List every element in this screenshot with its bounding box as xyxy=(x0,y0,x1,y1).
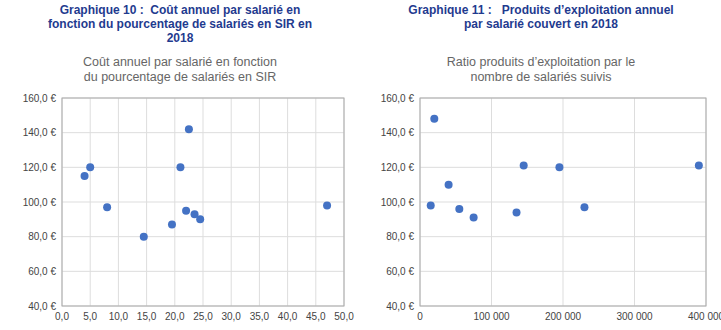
point xyxy=(555,163,563,171)
points xyxy=(427,115,703,222)
x-tick-label: 10,0 xyxy=(109,311,129,322)
y-tick-label: 160,0 € xyxy=(23,93,57,104)
y-tick-label: 160,0 € xyxy=(381,93,415,104)
point xyxy=(103,203,111,211)
y-tick-label: 60,0 € xyxy=(386,266,414,277)
x-tick-label: 20,0 xyxy=(165,311,185,322)
title: Graphique 10 : Coût annuel par salarié e… xyxy=(48,3,312,45)
y-tick-label: 100,0 € xyxy=(23,197,57,208)
point xyxy=(323,201,331,209)
y-tick-label: 140,0 € xyxy=(23,127,57,138)
grid-line xyxy=(118,98,119,306)
y-tick-label: 140,0 € xyxy=(381,127,415,138)
chart: Graphique 10 : Coût annuel par salarié e… xyxy=(23,3,355,322)
point xyxy=(445,181,453,189)
points xyxy=(81,125,332,240)
y-tick-label: 100,0 € xyxy=(381,197,415,208)
grid-line xyxy=(231,98,232,306)
subtitle: Coût annuel par salarié en fonctiondu po… xyxy=(83,55,277,84)
title-line: 2018 xyxy=(167,31,194,45)
grid-line xyxy=(203,98,204,306)
y-tick-label: 80,0 € xyxy=(28,231,56,242)
point xyxy=(168,221,176,229)
grid-line xyxy=(146,98,147,306)
x-tick-label: 50,0 xyxy=(334,311,354,322)
title-line: par salarié couvert en 2018 xyxy=(464,17,618,31)
x-tick-label: 0,0 xyxy=(55,311,69,322)
x-tick-label: 40,0 xyxy=(278,311,298,322)
grid-line xyxy=(634,98,635,306)
point xyxy=(695,162,703,170)
grid xyxy=(62,98,344,306)
point xyxy=(513,208,521,216)
point xyxy=(580,203,588,211)
point xyxy=(86,163,94,171)
subtitle-line: Coût annuel par salarié en fonction xyxy=(83,55,277,69)
x-tick-label: 100 000 xyxy=(473,311,510,322)
grid-line xyxy=(287,98,288,306)
title-line: fonction du pourcentage de salariés en S… xyxy=(48,17,312,31)
plot-frame xyxy=(420,98,706,306)
y-tick-label: 60,0 € xyxy=(28,266,56,277)
title: Graphique 11 : Produits d’exploitation a… xyxy=(408,3,673,31)
point xyxy=(470,214,478,222)
plot-frame xyxy=(62,98,344,306)
title-line: Graphique 11 : Produits d’exploitation a… xyxy=(408,3,673,17)
x-tick-label: 0 xyxy=(417,311,423,322)
point xyxy=(185,125,193,133)
x-tick-label: 200 000 xyxy=(545,311,582,322)
grid-line xyxy=(491,98,492,306)
y-tick-label: 80,0 € xyxy=(386,231,414,242)
grid xyxy=(420,98,706,306)
subtitle: Ratio produits d’exploitation par lenomb… xyxy=(447,55,635,84)
x-tick-label: 45,0 xyxy=(306,311,326,322)
y-tick-label: 40,0 € xyxy=(28,301,56,312)
point xyxy=(182,207,190,215)
point xyxy=(81,172,89,180)
y-tick-label: 40,0 € xyxy=(386,301,414,312)
x-tick-label: 35,0 xyxy=(250,311,270,322)
point xyxy=(430,115,438,123)
x-tick-label: 30,0 xyxy=(221,311,241,322)
subtitle-line: du pourcentage de salariés en SIR xyxy=(84,70,277,84)
chart-canvas: Graphique 10 : Coût annuel par salarié e… xyxy=(0,0,721,330)
y-tick-label: 120,0 € xyxy=(381,162,415,173)
point xyxy=(427,201,435,209)
point xyxy=(176,163,184,171)
grid-line xyxy=(174,98,175,306)
point xyxy=(140,233,148,241)
x-tick-label: 5,0 xyxy=(83,311,97,322)
y-tick-label: 120,0 € xyxy=(23,162,57,173)
x-tick-label: 15,0 xyxy=(137,311,157,322)
grid-line xyxy=(315,98,316,306)
grid-line xyxy=(563,98,564,306)
subtitle-line: nombre de salariés suivis xyxy=(470,70,611,84)
x-tick-label: 300 000 xyxy=(616,311,653,322)
subtitle-line: Ratio produits d’exploitation par le xyxy=(447,55,635,69)
point xyxy=(520,162,528,170)
point xyxy=(196,215,204,223)
grid-line xyxy=(90,98,91,306)
grid-line xyxy=(259,98,260,306)
title-line: Graphique 10 : Coût annuel par salarié e… xyxy=(60,3,301,17)
x-tick-label: 400 000 xyxy=(688,311,721,322)
x-tick-label: 25,0 xyxy=(193,311,213,322)
chart: Graphique 11 : Produits d’exploitation a… xyxy=(381,3,721,322)
point xyxy=(455,205,463,213)
